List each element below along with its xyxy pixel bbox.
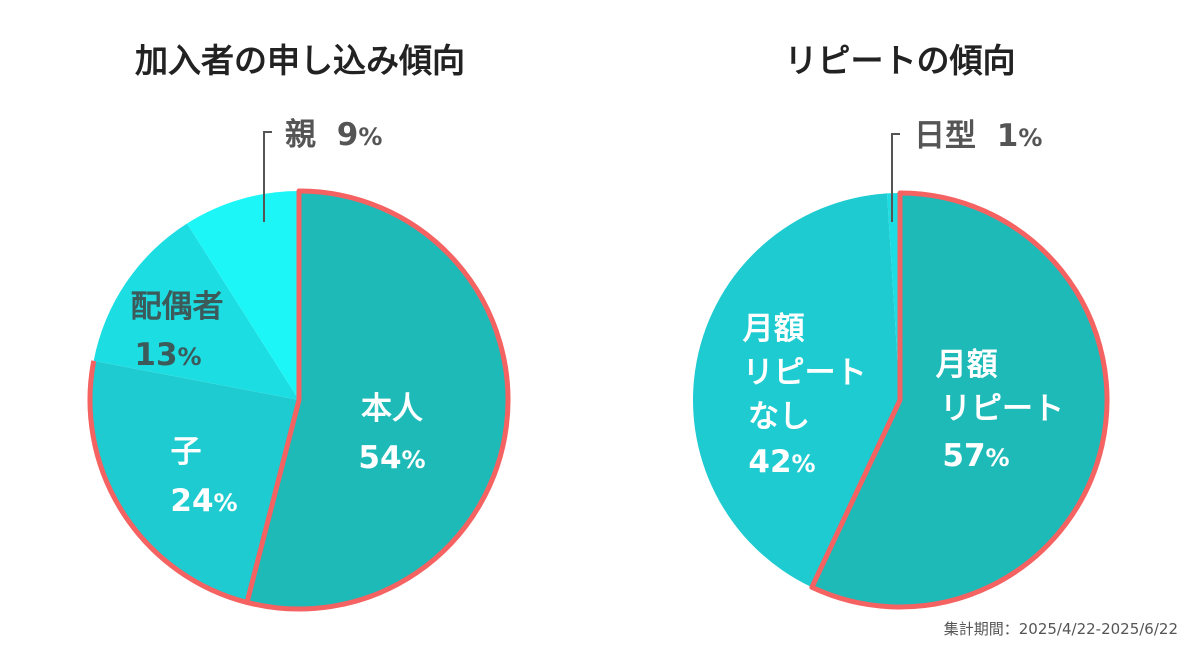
slice-label-haigusha: 配偶者	[131, 289, 224, 325]
chart-1-highlight-outline	[244, 188, 511, 612]
slice-name-honnin: 本人	[361, 391, 423, 427]
chart-2-slice-1	[692, 193, 900, 588]
slice-value-repeat: 57%	[942, 438, 1009, 474]
chart-2: リピートの傾向 月額 リピート 57% 月額 リピート なし 42% 日型 1%	[692, 41, 1110, 610]
slice-label-oya: 親 9%	[285, 117, 382, 153]
slice-label-higata: 日型 1%	[914, 118, 1042, 154]
chart-1-slice-1-outline	[87, 360, 248, 605]
leader-line-higata	[891, 133, 900, 222]
slice-value-honnin: 54%	[358, 440, 425, 476]
slice-value-no-repeat: 42%	[748, 444, 815, 480]
aggregation-period: 集計期間：2025/4/22-2025/6/22	[944, 620, 1178, 638]
chart-1-slice-1	[89, 360, 299, 603]
chart-1-pie	[87, 188, 511, 612]
chart-2-pie	[692, 190, 1110, 610]
slice-label-repeat: 月額 リピート	[936, 347, 1064, 427]
leader-line-oya	[263, 131, 272, 222]
chart-1-slice-3	[187, 191, 299, 400]
chart-2-slice-2	[887, 193, 900, 400]
slice-name-ko: 子	[171, 434, 202, 470]
chart-2-highlight-outline	[809, 190, 1110, 610]
slice-label-no-repeat: 月額 リピート なし	[743, 311, 878, 435]
slice-value-ko: 24%	[170, 483, 237, 519]
slice-name-higata: 日型	[914, 118, 976, 154]
slice-value-haigusha: 13%	[134, 337, 201, 373]
slice-name-haigusha: 配偶者	[131, 289, 224, 325]
slice-label-ko: 子	[171, 434, 202, 470]
chart-1-title: 加入者の申し込み傾向	[135, 41, 465, 80]
chart-1-slice-2	[93, 223, 299, 400]
slice-name-oya: 親	[285, 117, 316, 153]
slice-label-honnin: 本人	[361, 391, 423, 427]
chart-1-slice-0	[247, 191, 509, 610]
chart-2-title: リピートの傾向	[785, 41, 1016, 80]
chart-2-slice-0	[811, 193, 1107, 607]
chart-1: 加入者の申し込み傾向 本人 54% 子 24% 配偶者 13% 親 9%	[87, 41, 511, 612]
